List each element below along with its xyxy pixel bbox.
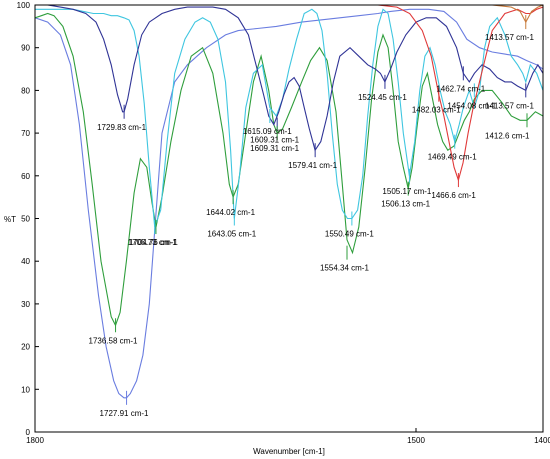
peak-label: 1482.03 cm-1: [412, 106, 461, 115]
x-axis-label: Wavenumber [cm-1]: [253, 447, 325, 456]
peak-label: 1644.02 cm-1: [206, 208, 255, 217]
peak-label: 1704.76 cm-1: [129, 238, 178, 247]
spectrum-series-4: [35, 5, 543, 152]
y-tick-label: 0: [26, 428, 31, 437]
peak-label: 1643.05 cm-1: [207, 230, 256, 239]
peak-label: 1506.13 cm-1: [381, 200, 430, 209]
peak-marker-layer: [115, 15, 528, 405]
y-tick-label: 40: [21, 257, 30, 266]
y-tick-label: 10: [21, 385, 30, 394]
peak-label: 1505.17 cm-1: [382, 187, 431, 196]
spectrum-series-6: [35, 5, 543, 24]
x-tick-label: 1500: [407, 436, 425, 445]
y-tick-label: 30: [21, 300, 30, 309]
peak-label: 1550.49 cm-1: [325, 230, 374, 239]
peak-label: 1609.31 cm-1: [250, 144, 299, 153]
y-tick-label: 80: [21, 86, 30, 95]
peak-label: 1412.6 cm-1: [485, 131, 530, 140]
peak-label: 1413.57 cm-1: [485, 33, 534, 42]
peak-label: 1469.49 cm-1: [428, 153, 477, 162]
peak-label: 1413.57 cm-1: [485, 101, 534, 110]
y-tick-label: 90: [21, 44, 30, 53]
y-tick-label: 70: [21, 129, 30, 138]
peak-label: 1727.91 cm-1: [100, 409, 149, 418]
x-tick-label: 1800: [26, 436, 44, 445]
x-axis-ticks: 1800 1500 1400: [26, 428, 550, 445]
peak-label: 1466.6 cm-1: [431, 191, 476, 200]
y-tick-label: 20: [21, 343, 30, 352]
x-tick-label: 1400: [534, 436, 550, 445]
peak-label: 1579.41 cm-1: [288, 161, 337, 170]
peak-label: 1736.58 cm-1: [89, 336, 138, 345]
peak-label: 1462.74 cm-1: [436, 84, 485, 93]
y-axis-label: %T: [4, 215, 16, 224]
spectrum-series-2: [35, 12, 543, 327]
peak-label: 1454.08 cm-1: [447, 101, 496, 110]
peak-label: 1524.45 cm-1: [358, 93, 407, 102]
y-tick-label: 60: [21, 172, 30, 181]
peak-label: 1705.73 cm-1: [128, 238, 177, 247]
spectrum-series-1: [35, 8, 543, 399]
peak-label: 1615.09 cm-1: [243, 127, 292, 136]
peak-label: 1554.34 cm-1: [320, 264, 369, 273]
y-axis-ticks: 0 10 20 30 40 50 60 70 80 90 100: [17, 1, 39, 437]
peak-label: 1729.83 cm-1: [97, 123, 146, 132]
peak-label: 1609.31 cm-1: [250, 136, 299, 145]
y-tick-label: 50: [21, 215, 30, 224]
y-tick-label: 100: [17, 1, 31, 10]
